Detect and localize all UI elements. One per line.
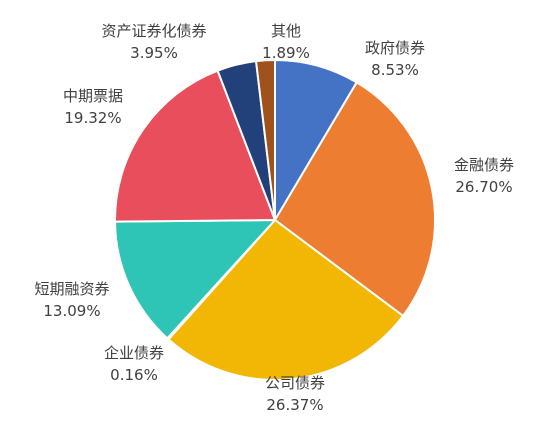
pie-slice-0 (274, 59, 358, 221)
pie-slice-2 (167, 219, 405, 381)
label-name-abs: 资产证券化债券 (101, 22, 206, 40)
label-name-financial: 金融债券 (454, 156, 514, 174)
label-name-enterprise: 企业债券 (104, 344, 164, 362)
pie-labels: 政府债券 8.53% 金融债券 26.70% 公司债券 26.37% 企业债券 … (34, 22, 514, 414)
label-name-other: 其他 (271, 22, 301, 40)
label-pct-other: 1.89% (262, 44, 310, 62)
label-pct-financial: 26.70% (455, 178, 512, 196)
label-pct-abs: 3.95% (130, 44, 178, 62)
pie-slice-1 (274, 81, 436, 317)
pie-slice-4 (114, 219, 276, 340)
label-pct-gov: 8.53% (371, 61, 419, 79)
pie-slice-7 (255, 59, 276, 221)
label-pct-corporate: 26.37% (266, 396, 323, 414)
pie-slices (114, 59, 436, 381)
pie-slice-5 (114, 69, 276, 223)
label-name-shortterm: 短期融资券 (34, 280, 109, 298)
label-name-gov: 政府债券 (365, 39, 425, 57)
label-pct-enterprise: 0.16% (110, 366, 158, 384)
label-pct-shortterm: 13.09% (43, 302, 100, 320)
label-pct-mtn: 19.32% (64, 109, 121, 127)
label-name-corporate: 公司债券 (265, 374, 325, 392)
label-name-mtn: 中期票据 (63, 87, 123, 105)
